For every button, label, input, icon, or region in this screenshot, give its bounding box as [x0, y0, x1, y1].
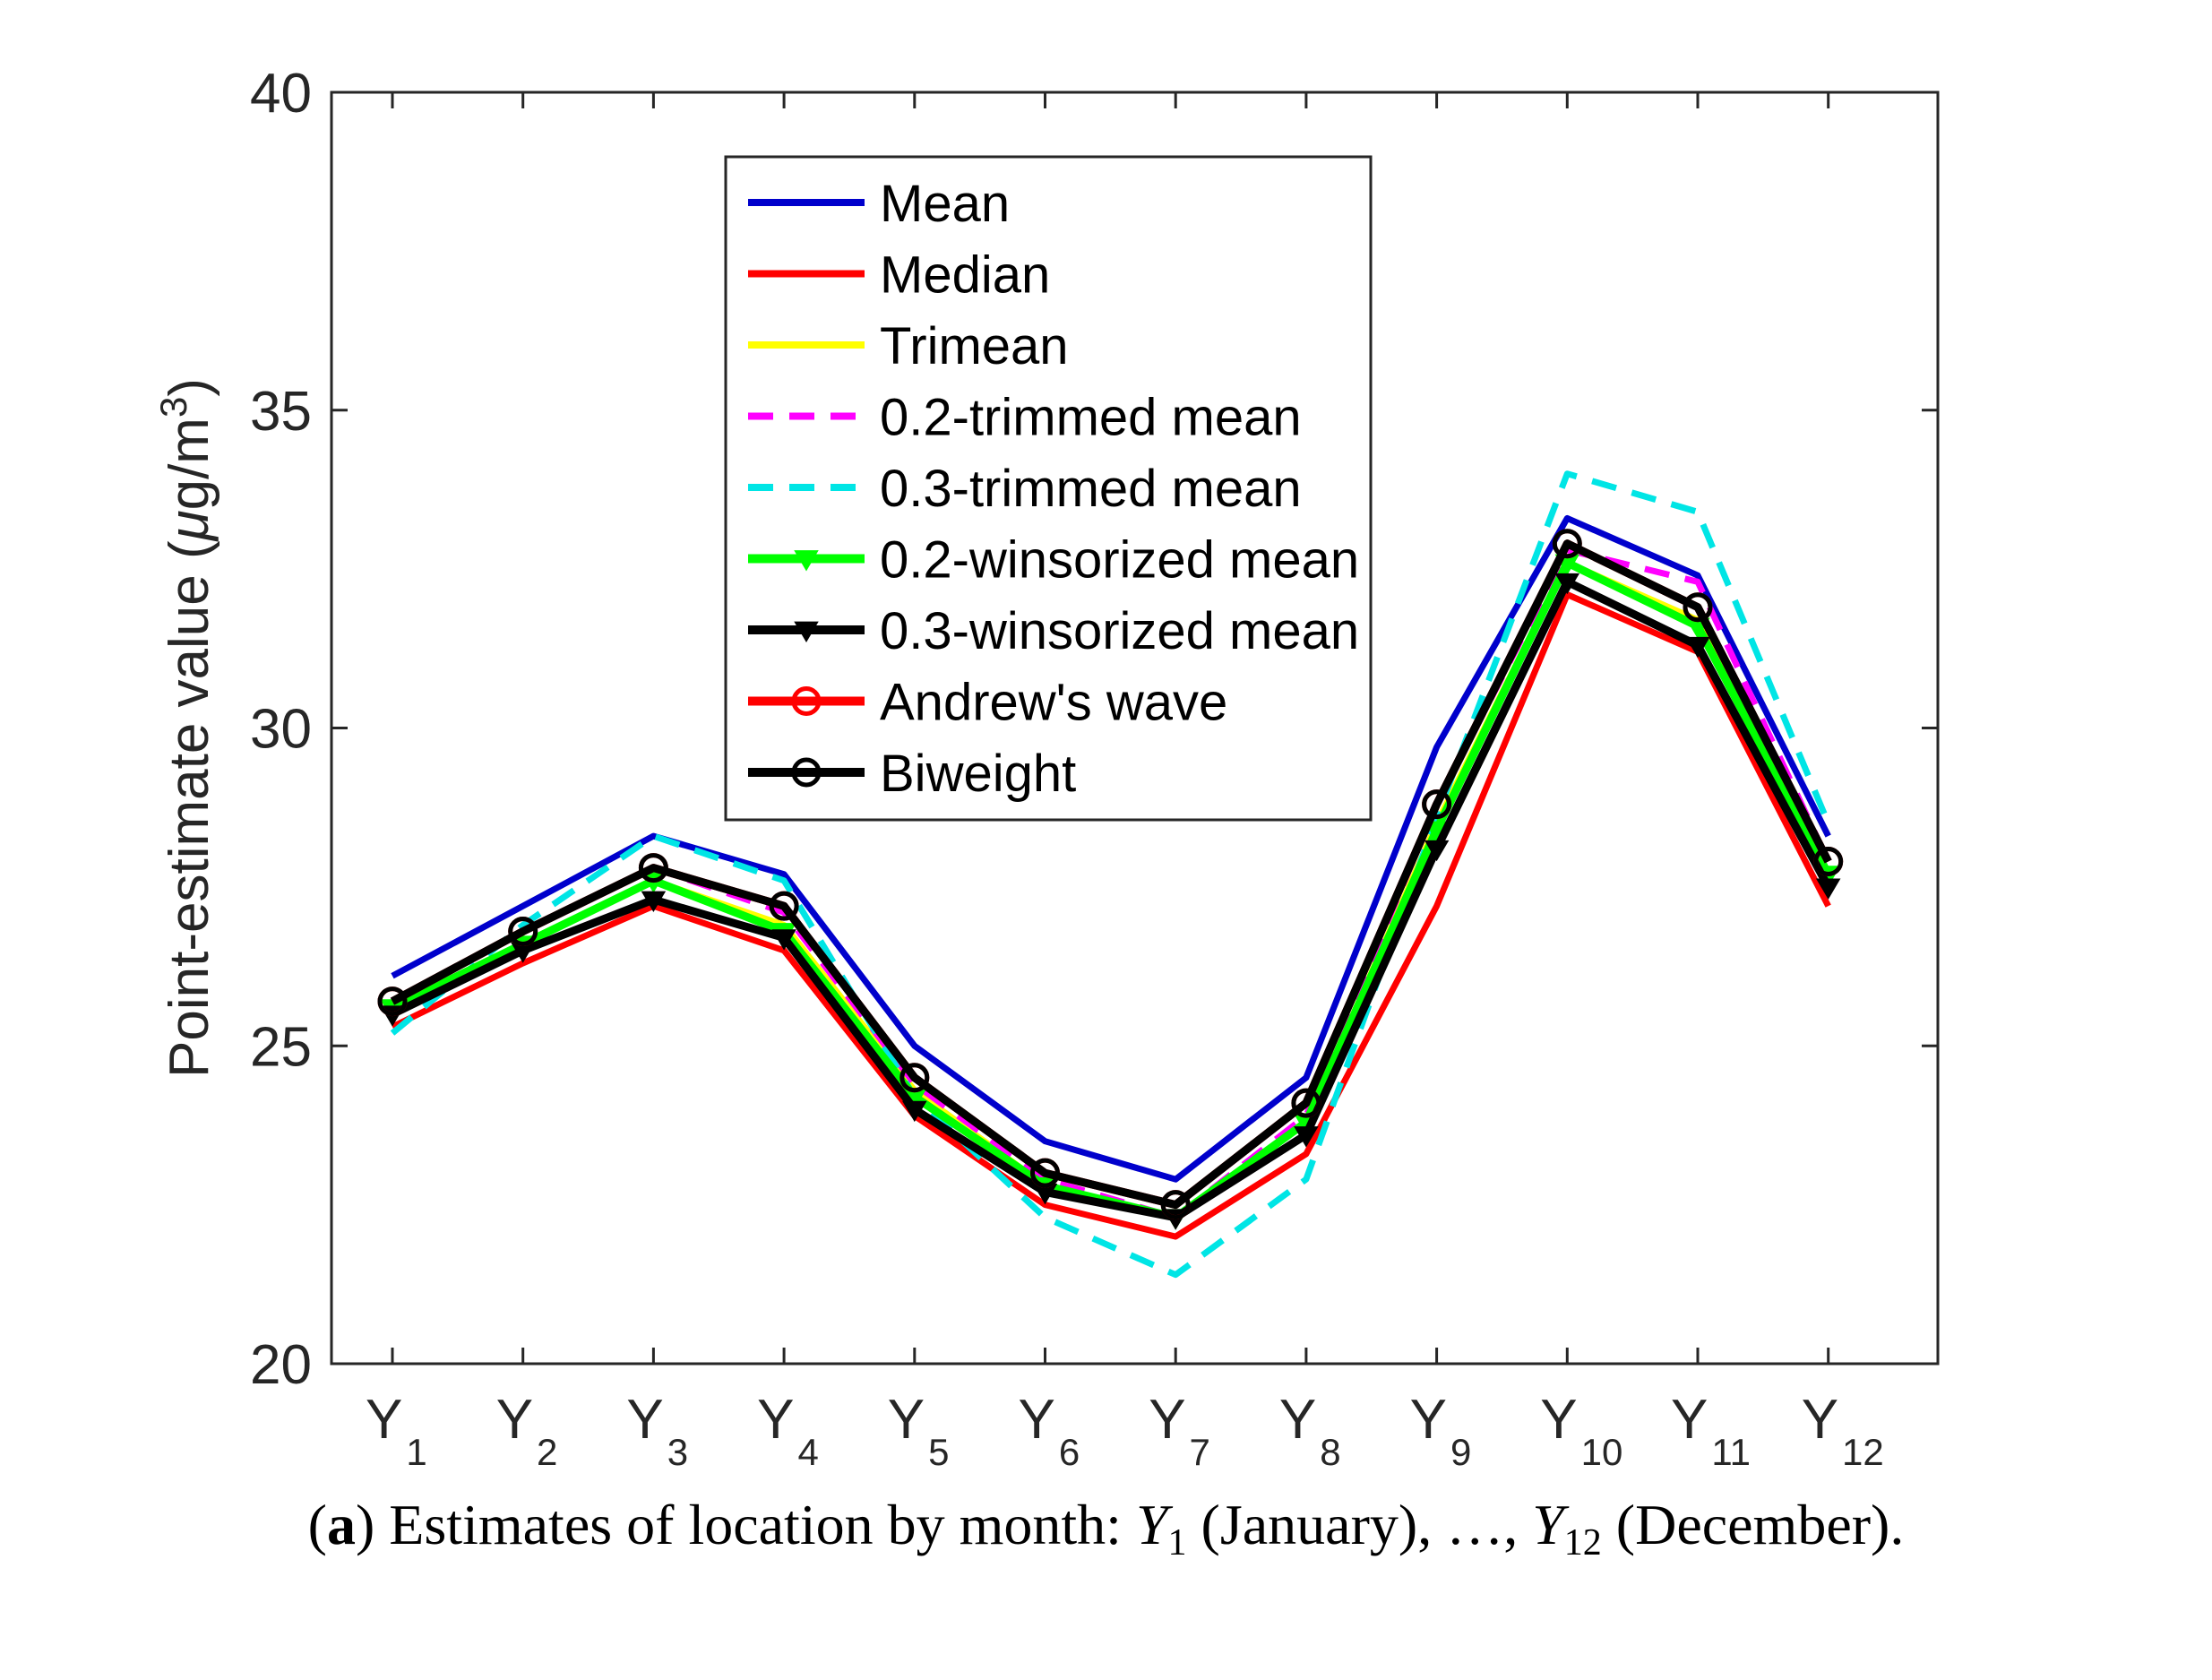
series-4	[390, 470, 1831, 1279]
series-line-6	[391, 577, 1832, 1222]
caption-y-last: Y	[1532, 1493, 1564, 1556]
legend-item-0: Mean	[748, 175, 1010, 233]
x-tick-label: Y10	[1540, 1389, 1622, 1473]
caption-end: (December).	[1601, 1493, 1905, 1556]
legend-item-3: 0.2-trimmed mean	[748, 389, 1302, 447]
series-line-1	[391, 591, 1831, 1240]
legend: Mean Median Trimean 0.2-trimmed mean 0.3-tri…	[724, 155, 1373, 822]
series-layer	[377, 470, 1844, 1279]
y-axis-label: Point-estimate value (μg/m3)	[152, 378, 220, 1078]
legend-label-0: Mean	[880, 175, 1010, 233]
y-tick-label: 35	[250, 381, 312, 443]
caption-label: a	[326, 1493, 356, 1556]
legend-item-4: 0.3-trimmed mean	[748, 460, 1302, 518]
legend-item-2: Trimean	[748, 317, 1069, 375]
legend-item-7: Andrew's wave	[748, 674, 1227, 732]
legend-label-6: 0.3-winsorized mean	[880, 602, 1359, 660]
legend-item-6: 0.3-winsorized mean	[748, 602, 1359, 660]
data-point-8-11	[1813, 846, 1844, 876]
data-point-8-9	[1552, 529, 1582, 559]
x-tick-label: Y3	[626, 1389, 688, 1473]
caption-mid: (January), …,	[1186, 1493, 1533, 1556]
series-line-4	[390, 470, 1831, 1279]
x-tick-label: Y12	[1802, 1389, 1884, 1473]
x-tick-label: Y4	[757, 1389, 819, 1473]
data-point-6-4	[902, 1100, 927, 1123]
axes-layer: 20 25 30 35 40 Y1 Y2 Y3 Y4 Y5 Y6 Y7 Y8 Y9 Y10 Y11 Y12 Poi…	[152, 63, 1940, 1473]
y-tick-label: 25	[250, 1016, 312, 1078]
data-point-6-10	[1685, 636, 1710, 659]
series-1	[391, 591, 1831, 1240]
legend-label-3: 0.2-trimmed mean	[880, 389, 1302, 447]
legend-label-8: Biweight	[880, 745, 1076, 803]
x-tick-label: Y5	[888, 1389, 950, 1473]
data-point-8-5	[1030, 1158, 1060, 1188]
y-tick-label: 40	[250, 63, 312, 125]
x-tick-label: Y11	[1671, 1389, 1751, 1473]
legend-marker-6	[794, 621, 819, 642]
data-point-8-4	[899, 1063, 930, 1093]
data-point-8-10	[1683, 592, 1713, 623]
legend-item-8: Biweight	[748, 745, 1076, 803]
data-point-8-8	[1422, 789, 1452, 820]
data-point-8-0	[377, 986, 408, 1017]
y-tick-label: 30	[250, 699, 312, 761]
y-tick-label: 20	[250, 1334, 312, 1396]
caption-y-first: Y	[1135, 1493, 1168, 1556]
series-line-8	[390, 539, 1832, 1210]
data-point-6-8	[1424, 840, 1450, 862]
data-point-8-6	[1160, 1190, 1191, 1220]
legend-label-1: Median	[880, 246, 1050, 305]
legend-marker-5	[794, 550, 819, 572]
series-8	[377, 529, 1844, 1220]
data-point-6-2	[641, 891, 667, 913]
legend-marker-8	[791, 757, 822, 788]
data-point-6-7	[1294, 1126, 1319, 1148]
x-tick-label: Y8	[1279, 1389, 1341, 1473]
legend-item-1: Median	[748, 246, 1050, 305]
legend-item-5: 0.2-winsorized mean	[748, 531, 1359, 590]
x-tick-label: Y1	[366, 1389, 427, 1473]
legend-label-2: Trimean	[880, 317, 1069, 375]
legend-label-4: 0.3-trimmed mean	[880, 460, 1302, 518]
x-tick-label: Y7	[1149, 1389, 1210, 1473]
data-point-8-3	[769, 891, 799, 921]
data-point-8-2	[638, 853, 668, 883]
caption-y-last-sub: 12	[1563, 1522, 1602, 1564]
x-tick-label: Y2	[496, 1389, 558, 1473]
data-point-8-1	[508, 917, 538, 947]
legend-marker-7	[791, 686, 822, 716]
legend-label-7: Andrew's wave	[880, 674, 1227, 732]
figure-caption: (a) Estimates of location by month: Y1 (…	[307, 1493, 1905, 1564]
data-point-6-9	[1554, 573, 1580, 595]
data-point-6-3	[771, 929, 796, 951]
caption-y-first-sub: 1	[1167, 1522, 1187, 1564]
legend-label-5: 0.2-winsorized mean	[880, 531, 1359, 590]
data-point-8-7	[1291, 1088, 1321, 1118]
caption-text: Estimates of location by month:	[374, 1493, 1136, 1556]
x-tick-label: Y6	[1019, 1389, 1080, 1473]
x-tick-label: Y9	[1410, 1389, 1472, 1473]
data-point-6-11	[1815, 878, 1841, 900]
